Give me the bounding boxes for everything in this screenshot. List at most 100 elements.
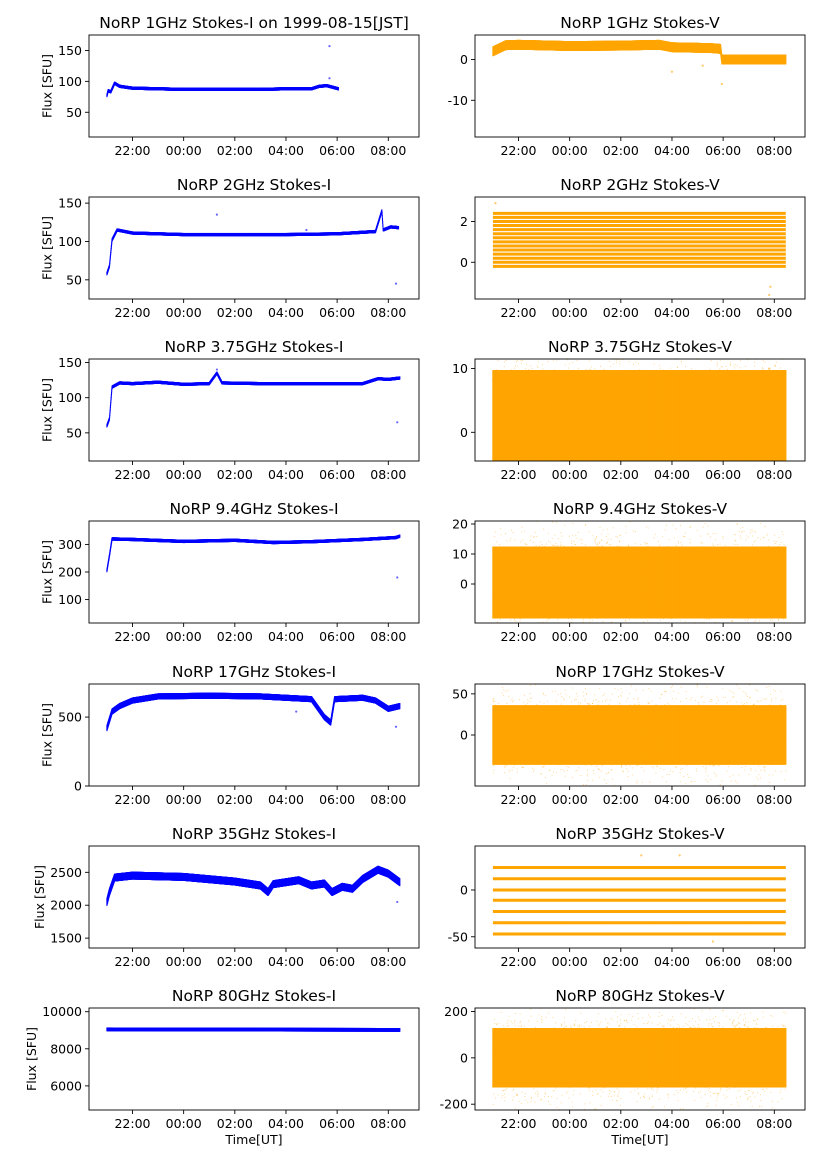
- data-point: [668, 233, 669, 234]
- data-point: [612, 249, 613, 250]
- data-point: [686, 216, 687, 217]
- data-point: [691, 266, 692, 267]
- chart-title: NoRP 1GHz Stokes-I on 1999-08-15[JST]: [99, 14, 409, 32]
- data-point: [518, 254, 519, 255]
- data-point: [687, 257, 688, 258]
- series: [107, 209, 399, 284]
- data-point: [729, 225, 730, 226]
- data-point: [728, 221, 729, 222]
- data-point: [702, 65, 704, 67]
- data-point: [691, 213, 692, 214]
- data-point: [494, 202, 496, 204]
- data-point: [525, 266, 526, 267]
- x-tick-label: 04:00: [654, 143, 690, 158]
- y-axis-label: Flux [SFU]: [40, 216, 55, 280]
- data-point: [695, 261, 696, 262]
- x-tick-label: 00:00: [552, 305, 588, 320]
- data-point: [551, 213, 552, 214]
- data-point: [577, 220, 578, 221]
- data-point: [719, 225, 720, 226]
- x-tick-label: 06:00: [705, 143, 741, 158]
- x-tick-label: 02:00: [603, 143, 639, 158]
- data-point: [522, 222, 523, 223]
- y-tick-label: 0: [460, 52, 468, 67]
- axes-frame: [89, 35, 419, 137]
- data-point: [564, 245, 565, 246]
- data-point: [328, 45, 330, 47]
- data-point: [528, 245, 529, 246]
- data-point: [700, 250, 701, 251]
- data-point: [527, 245, 528, 246]
- data-point: [618, 257, 619, 258]
- data-point: [521, 245, 522, 246]
- series: [493, 202, 786, 296]
- data-point: [752, 237, 753, 238]
- y-tick-label: 0: [460, 255, 468, 270]
- data-point: [703, 234, 704, 235]
- y-tick-label: 100: [58, 234, 82, 249]
- data-point: [638, 229, 639, 230]
- data-layer: [493, 202, 786, 296]
- data-point: [740, 212, 741, 213]
- data-point: [596, 245, 597, 246]
- x-tick-label: 06:00: [319, 305, 355, 320]
- x-tick-label: 22:00: [500, 305, 536, 320]
- data-point: [216, 214, 218, 216]
- data-point: [615, 257, 616, 258]
- data-point: [646, 234, 647, 235]
- data-point: [597, 242, 598, 243]
- data-point: [604, 216, 605, 217]
- data-point: [683, 216, 684, 217]
- series: [107, 45, 339, 97]
- data-point: [564, 229, 565, 230]
- data-point: [574, 212, 575, 213]
- data-point: [543, 267, 544, 268]
- data-point: [511, 229, 512, 230]
- data-point: [672, 237, 673, 238]
- data-point: [671, 71, 673, 73]
- data-point: [530, 241, 531, 242]
- data-point: [547, 228, 548, 229]
- y-tick-label: -10: [448, 93, 468, 108]
- data-point: [784, 254, 785, 255]
- data-point: [690, 249, 691, 250]
- data-point: [682, 253, 683, 254]
- data-point: [551, 258, 552, 259]
- data-point: [518, 253, 519, 254]
- data-point: [505, 226, 506, 227]
- data-point: [699, 266, 700, 267]
- data-point: [656, 232, 657, 233]
- data-point: [659, 249, 660, 250]
- data-point: [778, 236, 779, 237]
- data-point: [766, 238, 767, 239]
- data-point: [769, 286, 771, 288]
- data-point: [620, 262, 621, 263]
- data-point: [671, 245, 672, 246]
- x-tick-label: 02:00: [217, 143, 253, 158]
- data-point: [305, 229, 307, 231]
- data-point: [560, 213, 561, 214]
- data-point: [496, 254, 497, 255]
- x-tick-label: 08:00: [370, 143, 406, 158]
- data-point: [780, 221, 781, 222]
- data-point: [507, 220, 508, 221]
- data-point: [758, 221, 759, 222]
- x-tick-label: 02:00: [217, 305, 253, 320]
- x-tick-label: 04:00: [654, 305, 690, 320]
- data-point: [502, 221, 503, 222]
- data-layer: [107, 368, 400, 427]
- x-tick-label: 08:00: [756, 305, 792, 320]
- data-point: [659, 228, 660, 229]
- data-point: [727, 245, 728, 246]
- data-point: [661, 237, 662, 238]
- data-point: [719, 229, 720, 230]
- data-layer: [107, 45, 339, 97]
- data-point: [551, 232, 552, 233]
- data-point: [649, 262, 650, 263]
- data-point: [759, 234, 760, 235]
- data-point: [556, 241, 557, 242]
- data-point: [628, 237, 629, 238]
- data-point: [539, 261, 540, 262]
